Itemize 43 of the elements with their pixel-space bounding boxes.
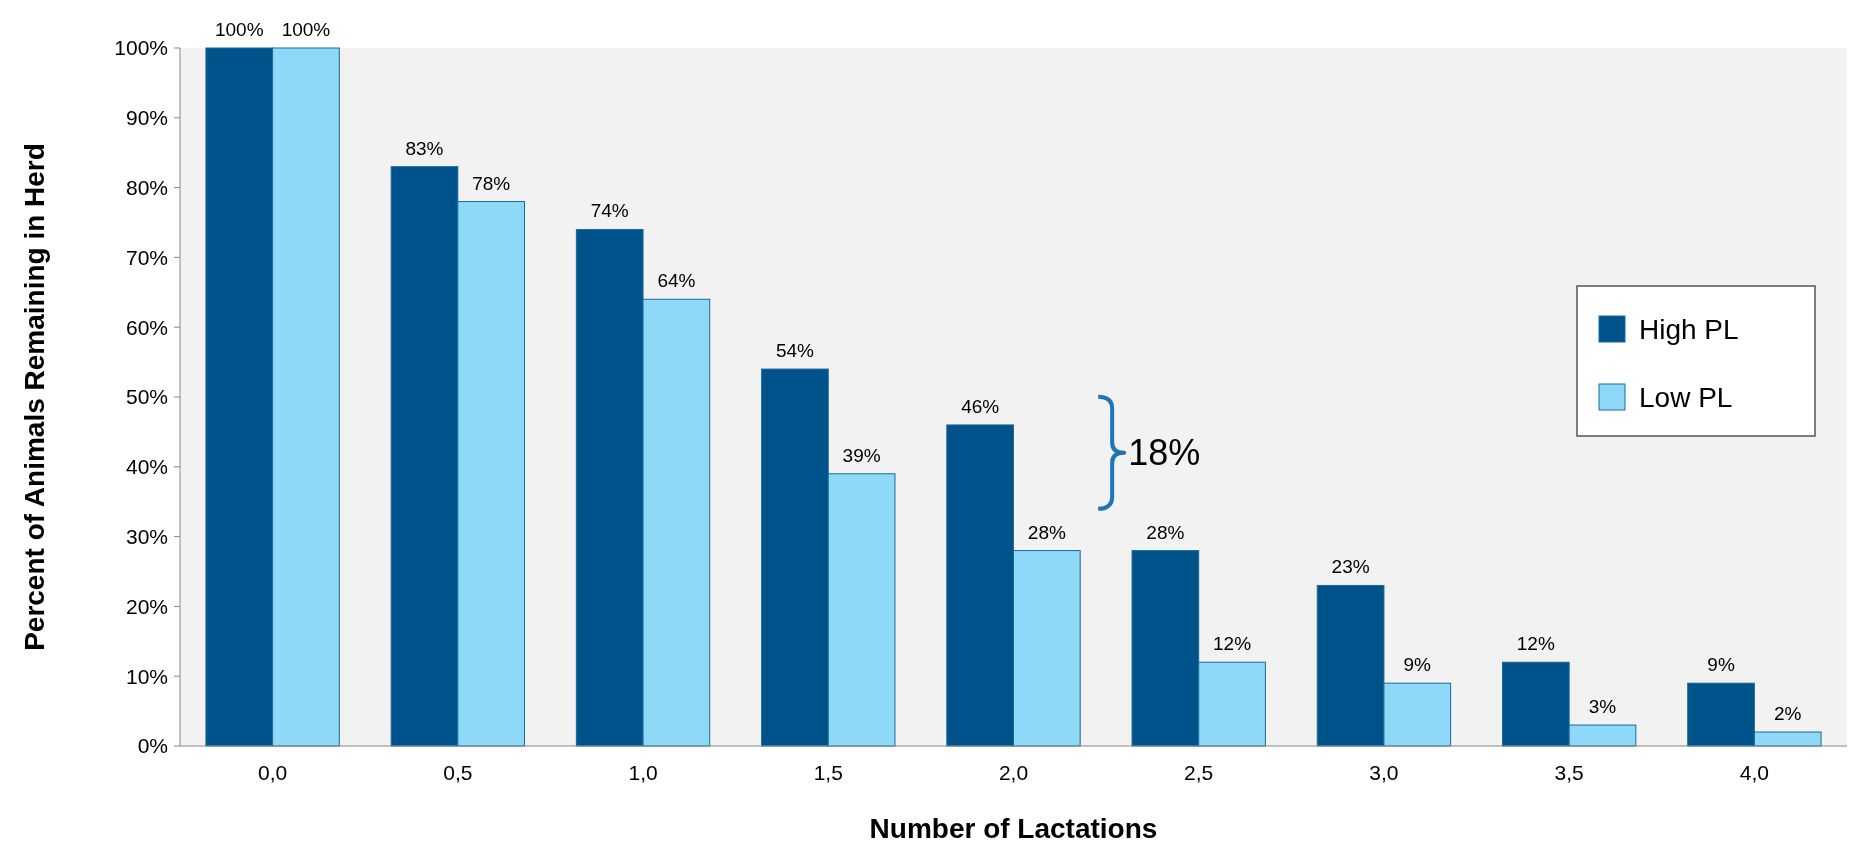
x-tick-label: 2,0 bbox=[998, 761, 1029, 784]
y-tick-label: 100% bbox=[114, 36, 168, 60]
data-label: 100% bbox=[214, 19, 264, 40]
x-axis-title: Number of Lactations bbox=[869, 813, 1158, 844]
data-label: 9% bbox=[1403, 654, 1432, 676]
annotation: 18% bbox=[1128, 432, 1201, 474]
data-label: 23% bbox=[1331, 556, 1370, 578]
y-tick-label: 0% bbox=[137, 734, 168, 758]
data-label: 39% bbox=[842, 444, 881, 466]
y-tick-label: 40% bbox=[125, 455, 168, 479]
data-label: 2% bbox=[1773, 703, 1802, 725]
x-tick-label: 0,5 bbox=[443, 761, 473, 784]
y-tick-label: 50% bbox=[125, 385, 168, 409]
x-tick-label: 1,5 bbox=[813, 761, 843, 784]
y-tick-label: 80% bbox=[125, 175, 168, 199]
x-tick-label: 4,0 bbox=[1739, 761, 1769, 784]
x-tick-label: 2,5 bbox=[1184, 761, 1214, 784]
data-label: 12% bbox=[1213, 633, 1252, 655]
data-label: 28% bbox=[1027, 521, 1066, 543]
legend-label: Low PL bbox=[1639, 381, 1733, 413]
x-tick-label: 0,0 bbox=[258, 761, 288, 784]
y-tick-label: 20% bbox=[125, 594, 168, 618]
y-tick-label: 10% bbox=[125, 664, 168, 688]
x-tick-label: 1,0 bbox=[628, 761, 658, 784]
data-label: 74% bbox=[590, 200, 629, 222]
y-tick-label: 60% bbox=[125, 315, 168, 339]
data-label: 83% bbox=[405, 137, 444, 159]
x-tick-label: 3,0 bbox=[1369, 761, 1399, 784]
data-label: 46% bbox=[961, 395, 1000, 417]
y-tick-label: 30% bbox=[125, 524, 168, 548]
data-label: 3% bbox=[1588, 696, 1617, 718]
data-label: 28% bbox=[1146, 521, 1185, 543]
y-tick-label: 90% bbox=[125, 106, 168, 130]
y-axis-title: Percent of Animals Remaining in Herd bbox=[19, 143, 50, 651]
legend-label: High PL bbox=[1639, 313, 1739, 345]
data-label: 12% bbox=[1516, 633, 1555, 655]
y-tick-label: 70% bbox=[125, 245, 168, 269]
data-label: 9% bbox=[1707, 654, 1735, 676]
data-label: 100% bbox=[281, 19, 331, 40]
data-label: 64% bbox=[657, 270, 696, 292]
x-tick-label: 3,5 bbox=[1554, 761, 1584, 784]
data-label: 54% bbox=[775, 340, 815, 362]
data-label: 78% bbox=[472, 172, 511, 194]
